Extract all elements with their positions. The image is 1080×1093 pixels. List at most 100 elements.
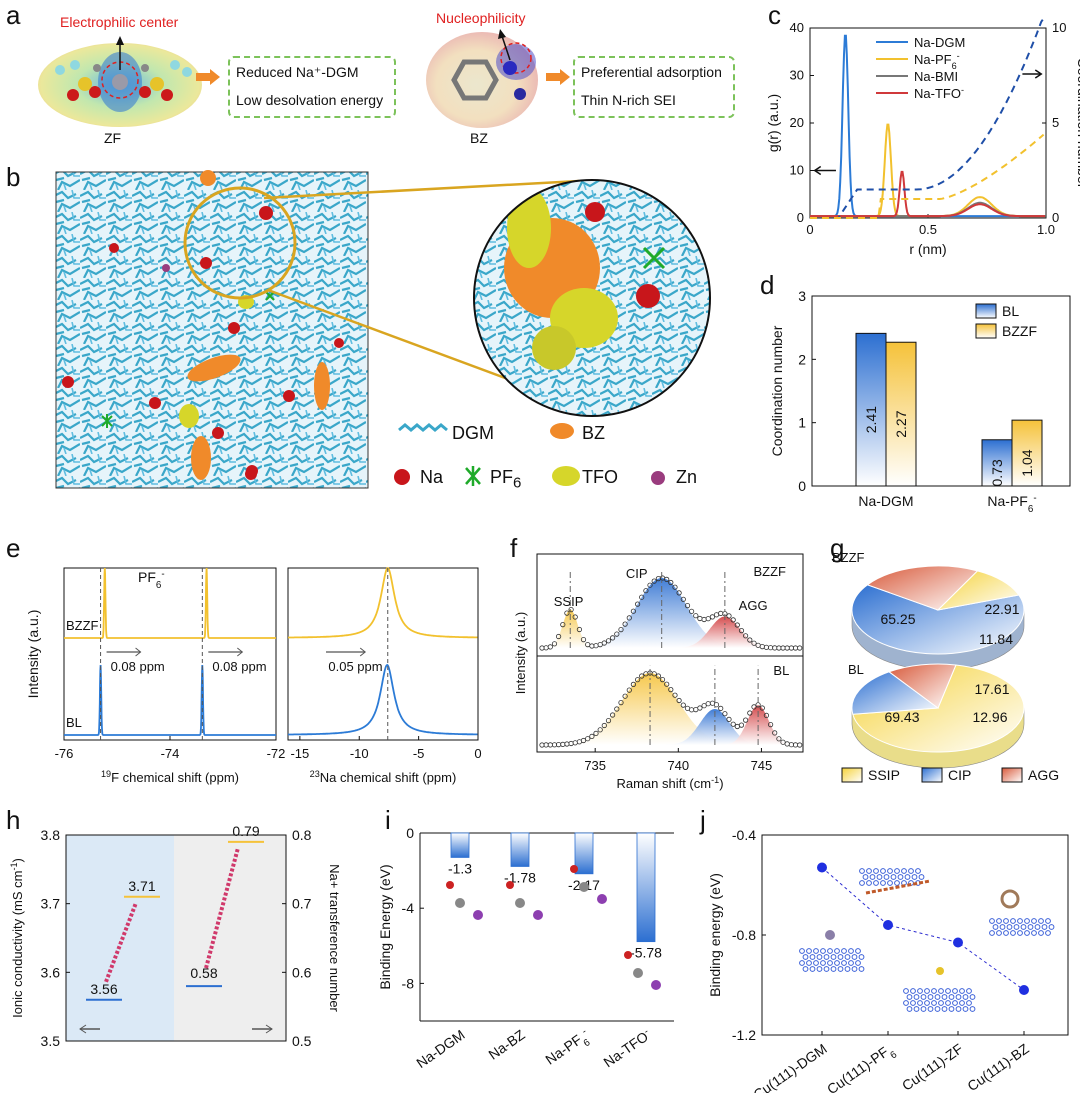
i-cat-label-0: Na-DGM — [413, 1026, 467, 1071]
d-ytick-label: 3 — [798, 288, 806, 304]
g-pie-value-1-0: 69.43 — [884, 709, 919, 725]
e2-xtick-label: 0 — [474, 746, 481, 761]
j-cat-label-1: Cu(111)-PF6 — [824, 1040, 899, 1093]
e1-shift-arrow-head-1 — [237, 647, 244, 657]
i-molecule-atom-na-0 — [473, 910, 483, 920]
h-bg-left — [66, 835, 174, 1041]
e1-series-label-0: BZZF — [66, 618, 99, 633]
e1-frame — [63, 567, 277, 741]
j-lattice-zf — [955, 1006, 962, 1012]
j-lattice-dgm — [802, 954, 809, 960]
panel-b-md-snapshot — [55, 170, 711, 489]
panel-label-c: c — [768, 0, 781, 30]
c-legend-label-1-part-1: 6 — [952, 61, 957, 71]
j-lattice-zf — [924, 988, 930, 994]
d-cat-pf6-part-1: 6 — [1028, 504, 1034, 515]
bz-molecule-image — [426, 29, 538, 128]
e2-series-0 — [288, 566, 478, 639]
j-cat-label-3-part-0: Cu(111)-BZ — [964, 1040, 1032, 1093]
e1-shift-label-0: 0.08 ppm — [111, 659, 165, 674]
c-xlabel: r (nm) — [909, 241, 946, 257]
i-bar-2 — [574, 832, 594, 875]
h-arrow-2 — [204, 847, 240, 969]
j-lattice-dgm — [823, 966, 830, 972]
c-ytick-label: 40 — [790, 20, 804, 35]
panel-label-e: e — [6, 533, 21, 563]
j-lattice-dgm — [820, 948, 826, 954]
j-lattice-pf6 — [866, 880, 872, 886]
h-cond-bl-label: 3.56 — [90, 981, 117, 997]
zn-legend-icon — [651, 471, 665, 485]
g-pie-value-0-0: 65.25 — [880, 611, 915, 627]
j-lattice-pf6 — [897, 874, 904, 880]
h-ytick-label: 3.7 — [41, 896, 61, 912]
e1-ylabel: Intensity (a.u.) — [25, 610, 41, 699]
j-lattice-bz — [1010, 930, 1016, 936]
d-bar-label: 1.04 — [1019, 449, 1035, 476]
panel-g-pie-chart: BZZF 65.25 22.91 11.84 BL 69.43 17.61 12.96 SSIP… — [832, 550, 1059, 783]
i-ytick-label: -4 — [402, 900, 415, 916]
i-bar-3 — [636, 832, 656, 943]
j-lattice-bz — [1048, 924, 1055, 930]
g-pie-slice-1-SSIP — [852, 664, 1025, 753]
j-lattice-zf — [938, 988, 944, 994]
d-bar-0-0 — [855, 332, 887, 487]
j-lattice-zf — [913, 994, 920, 1000]
f-bottom-component-1 — [537, 709, 803, 745]
j-pf6-molecule — [825, 930, 835, 940]
j-lattice-zf — [941, 1006, 948, 1012]
j-lattice-zf — [924, 1000, 930, 1006]
j-cat-label-1-part-1: 6 — [888, 1049, 899, 1061]
h-y2tick-label: 0.6 — [292, 964, 312, 980]
j-lattice-pf6 — [859, 880, 865, 886]
c-y2tick-label: 5 — [1052, 115, 1059, 130]
zf-effect-box: Reduced Na⁺-DGM Low desolvation energy — [228, 56, 396, 118]
i-cat-label-2-part-0: Na-PF — [542, 1031, 584, 1067]
j-lattice-dgm — [806, 948, 812, 954]
j-lattice-dgm — [799, 948, 805, 954]
h-ytick-label: 3.8 — [41, 827, 61, 843]
i-bar-0 — [450, 832, 470, 858]
c-legend-label-1-part-2: - — [957, 51, 960, 61]
i-molecule-atom-c-2 — [579, 882, 589, 892]
f-xtick-label: 745 — [751, 758, 773, 773]
j-lattice-zf — [917, 1000, 923, 1006]
tfo-legend-icon — [552, 466, 580, 486]
j-lattice-bz — [1020, 924, 1027, 930]
d-ylabel: Coordination number — [769, 325, 785, 456]
bz-effect-line1: Preferential adsorption — [581, 64, 722, 80]
j-lattice-zf — [934, 1006, 941, 1012]
e1-shift-label-1: 0.08 ppm — [212, 659, 266, 674]
c-y2tick-label: 10 — [1052, 20, 1066, 35]
j-lattice-pf6 — [869, 874, 876, 880]
j-lattice-dgm — [823, 954, 830, 960]
i-cat-label-3-part-0: Na-TFO — [600, 1028, 651, 1070]
h-ytick-label: 3.6 — [41, 964, 61, 980]
j-lattice-bz — [1027, 924, 1034, 930]
bz-label: BZ — [470, 130, 488, 146]
j-ytick-label: -0.8 — [732, 927, 756, 943]
bz-effect-line2: Thin N-rich SEI — [581, 92, 676, 108]
j-zf-molecule — [936, 967, 944, 975]
f-bottom-component-0 — [537, 673, 803, 745]
e1-series-0 — [64, 567, 276, 639]
j-lattice-bz — [996, 930, 1002, 936]
legend-bz: BZ — [582, 423, 606, 443]
j-lattice-zf — [931, 1000, 937, 1006]
g-pie-name-0: BZZF — [832, 550, 865, 565]
j-lattice-zf — [910, 1000, 916, 1006]
j-lattice-dgm — [855, 960, 861, 966]
arrow-right-icon-2 — [546, 69, 570, 85]
e1-series-1 — [64, 664, 276, 736]
j-lattice-dgm — [851, 966, 858, 972]
e1-title-part-0: PF — [138, 569, 156, 585]
d-cat-pf6: Na-PF6- — [987, 493, 1036, 515]
j-line — [821, 867, 1025, 991]
j-lattice-bz — [1006, 924, 1013, 930]
j-lattice-zf — [962, 1006, 969, 1012]
j-lattice-pf6 — [873, 868, 879, 874]
f-xlabel-part-2: ) — [719, 776, 723, 791]
j-lattice-bz — [1034, 924, 1041, 930]
i-molecule-atom-o-3 — [624, 951, 632, 959]
na-legend-icon — [394, 469, 410, 485]
